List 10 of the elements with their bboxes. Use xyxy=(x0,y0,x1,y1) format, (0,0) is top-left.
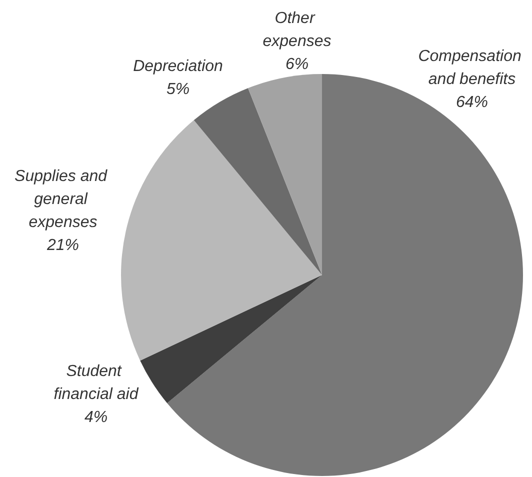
slice-label: Supplies and general expenses xyxy=(14,168,112,231)
slice-label: Student financial aid xyxy=(54,363,140,403)
slice-label: Depreciation xyxy=(133,58,224,75)
data-label: 21% xyxy=(46,237,80,254)
data-label: 5% xyxy=(166,81,190,98)
data-label: 6% xyxy=(285,56,309,73)
data-label: 64% xyxy=(456,94,488,111)
data-label: 4% xyxy=(84,409,108,426)
slice-label: Compensation and benefits xyxy=(418,48,526,88)
slice-label: Other expenses xyxy=(262,10,332,50)
